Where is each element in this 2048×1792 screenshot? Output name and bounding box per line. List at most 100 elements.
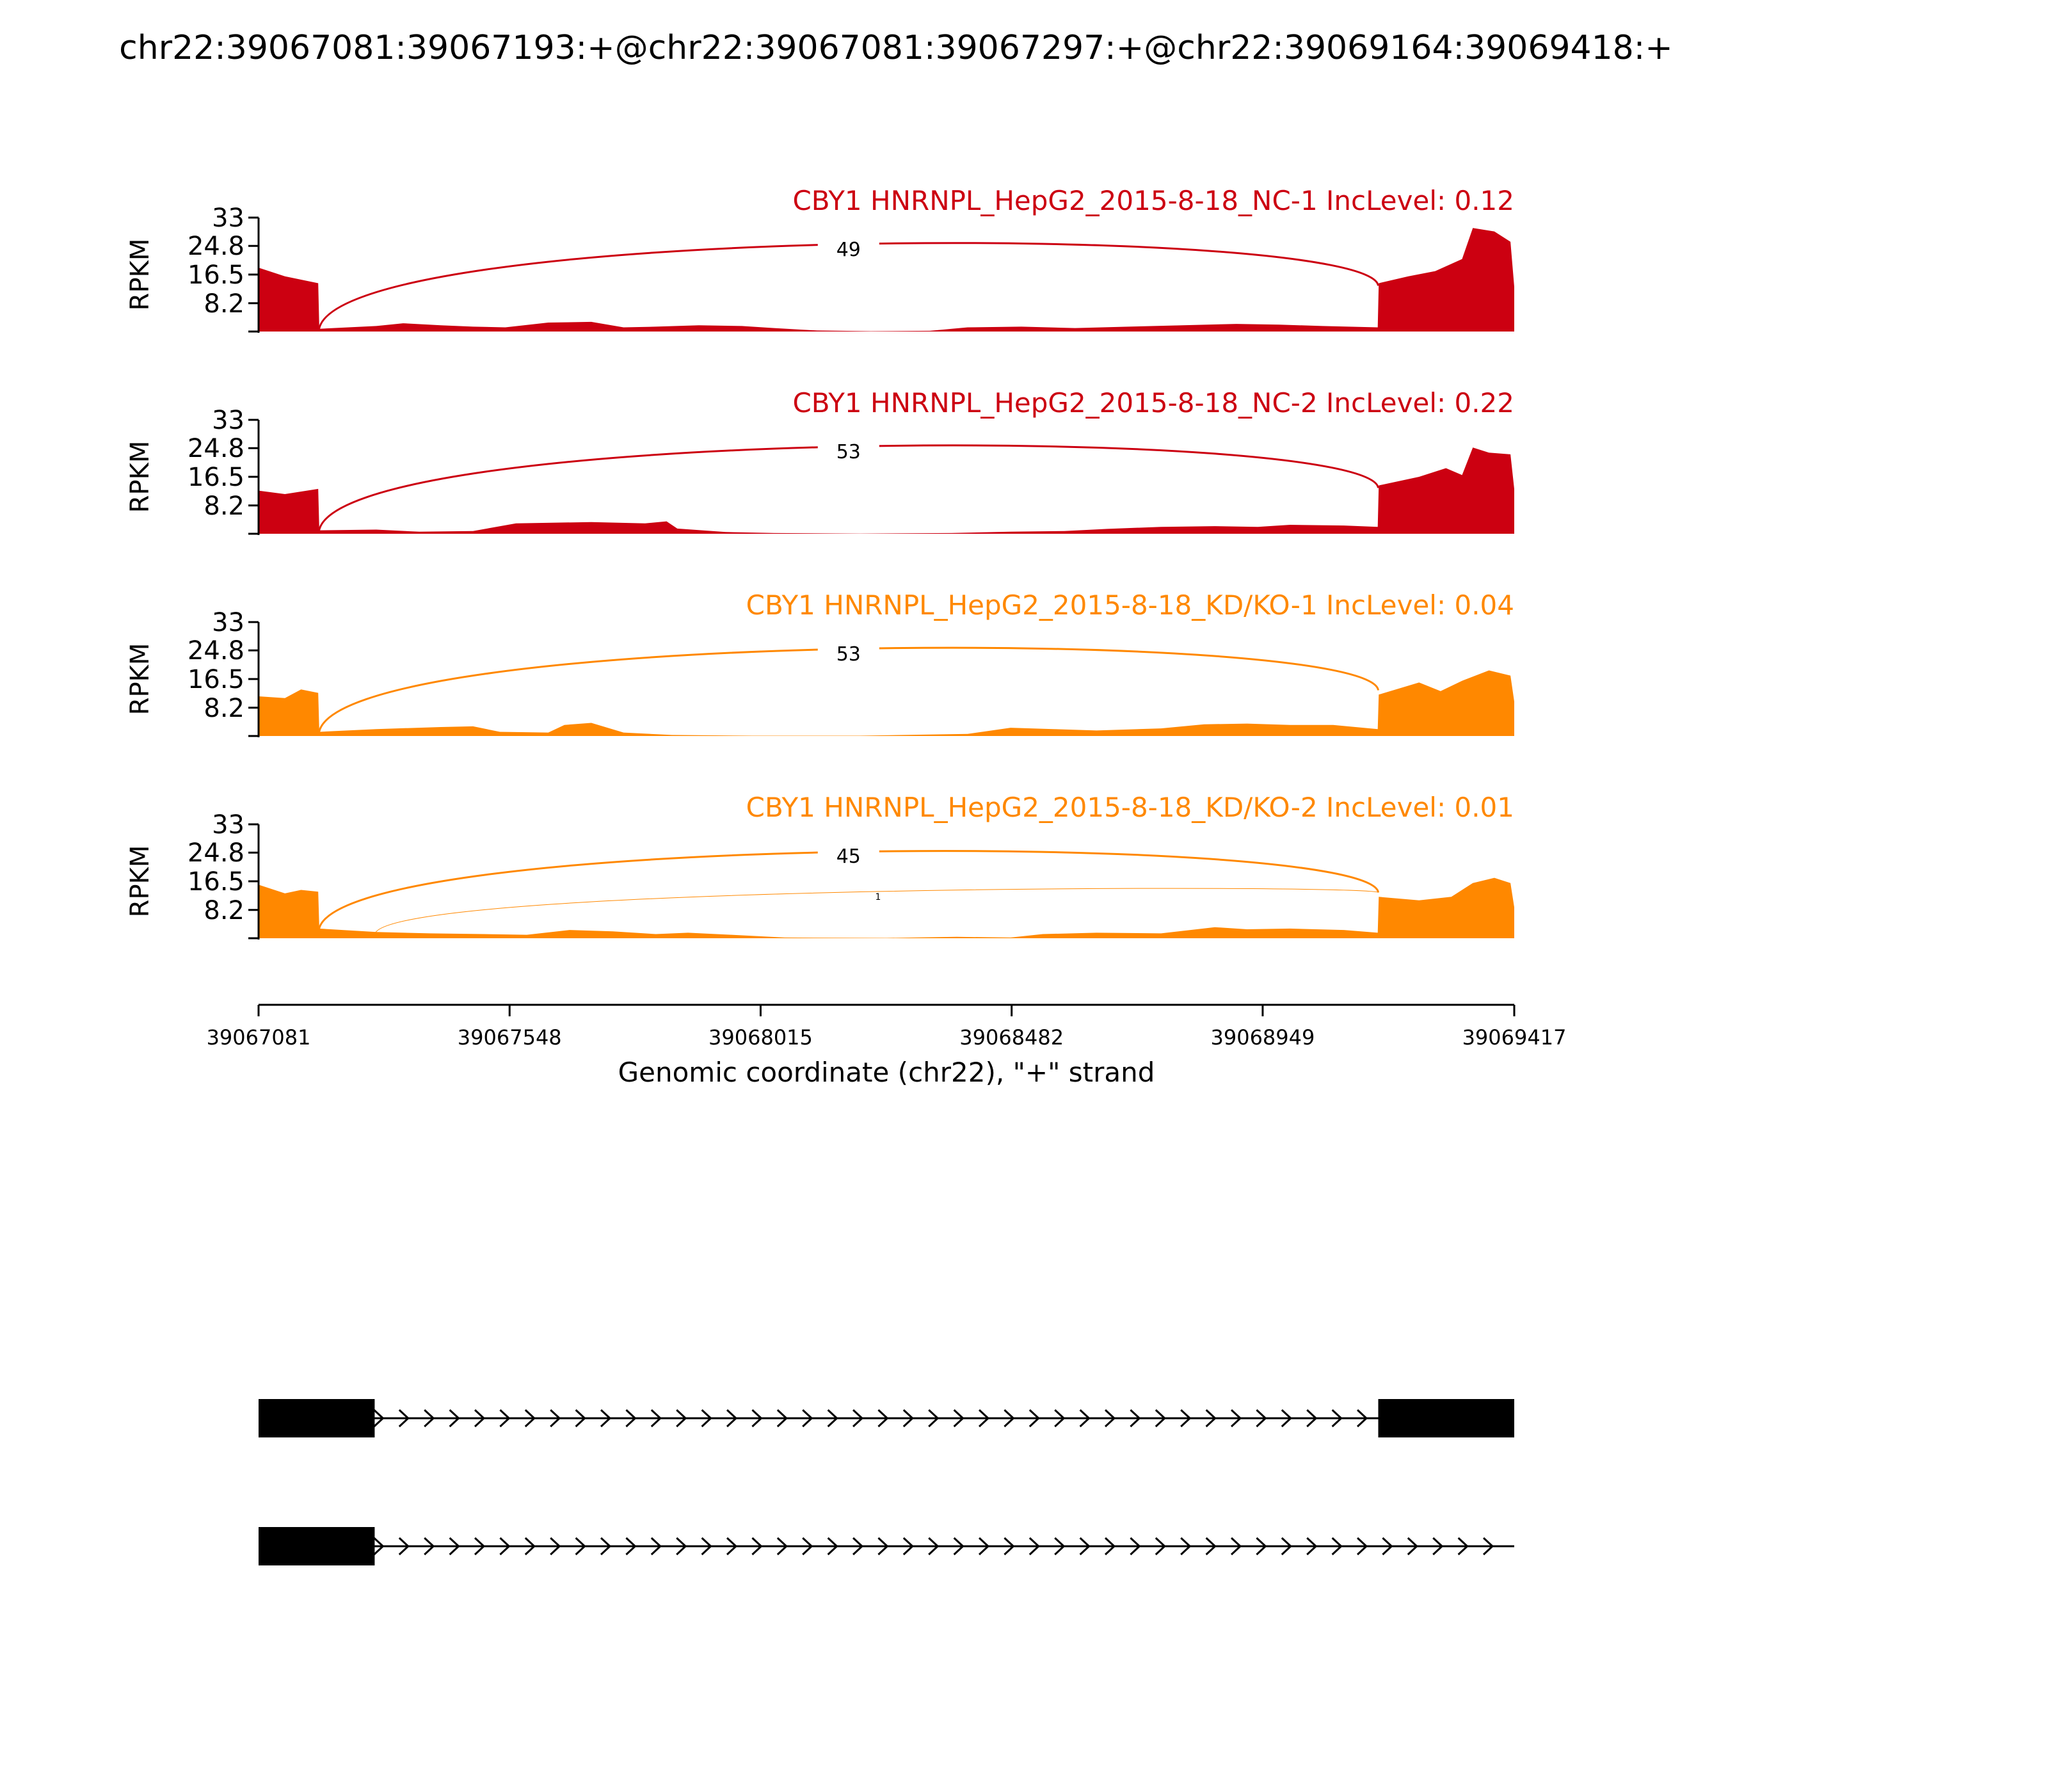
strand-arrow <box>1054 1409 1066 1428</box>
y-tick-label: 16.5 <box>188 260 244 290</box>
strand-arrow <box>398 1409 410 1428</box>
strand-arrow <box>1407 1537 1419 1556</box>
strand-arrow <box>928 1537 940 1556</box>
strand-arrow <box>978 1409 990 1428</box>
strand-arrow <box>575 1537 586 1556</box>
strand-arrow <box>751 1537 763 1556</box>
strand-arrow <box>1331 1537 1343 1556</box>
y-tick-label: 16.5 <box>188 867 244 897</box>
y-tick-label: 8.2 <box>204 289 244 319</box>
strand-arrow <box>701 1537 712 1556</box>
junction-count: 53 <box>836 441 861 463</box>
track-4: 8.216.524.833 RPKM CBY1 HNRNPL_HepG2_2015-… <box>125 792 1514 940</box>
y-tick-label: 16.5 <box>188 665 244 694</box>
strand-arrow <box>928 1409 940 1428</box>
strand-arrow <box>373 1409 385 1428</box>
coverage-area <box>259 447 1514 534</box>
strand-arrow <box>1028 1537 1041 1556</box>
strand-arrow <box>1356 1409 1368 1428</box>
track-2: 8.216.524.833 RPKM CBY1 HNRNPL_HepG2_2015-… <box>125 387 1514 535</box>
y-tick-label: 16.5 <box>188 463 244 492</box>
junction-label-bg <box>817 639 879 667</box>
strand-arrow <box>550 1409 561 1428</box>
strand-arrow <box>1155 1409 1167 1428</box>
coverage-area <box>259 228 1514 332</box>
y-tick-label: 8.2 <box>204 492 244 521</box>
strand-arrow <box>827 1537 838 1556</box>
x-tick-label: 39068015 <box>708 1025 813 1050</box>
strand-arrow <box>978 1537 990 1556</box>
junction-arc <box>374 888 1379 935</box>
x-axis: 39067081 39067548 39068015 39068482 39068949… <box>207 1004 1566 1088</box>
x-tick-label: 39067548 <box>458 1025 562 1050</box>
junction-count: 1 <box>876 892 881 902</box>
y-tick-label: 33 <box>212 608 244 637</box>
strand-arrow <box>524 1409 536 1428</box>
strand-arrow <box>499 1537 511 1556</box>
strand-arrow <box>802 1537 813 1556</box>
y-tick-label: 8.2 <box>204 896 244 925</box>
strand-arrow <box>1180 1409 1192 1428</box>
strand-arrow <box>1104 1409 1116 1428</box>
strand-arrow <box>751 1409 763 1428</box>
plot-title: chr22:39067081:39067193:+@chr22:39067081… <box>119 29 1673 67</box>
strand-arrow <box>802 1409 813 1428</box>
strand-arrow <box>852 1537 864 1556</box>
exon-block <box>259 1399 375 1437</box>
transcript-1 <box>259 1399 1514 1437</box>
x-tick-label: 39068949 <box>1210 1025 1315 1050</box>
strand-arrow <box>1180 1537 1192 1556</box>
strand-arrow <box>1281 1537 1293 1556</box>
strand-arrow <box>1457 1537 1469 1556</box>
junction-count: 49 <box>836 239 861 261</box>
strand-arrow <box>852 1409 864 1428</box>
strand-arrow <box>1230 1409 1242 1428</box>
y-axis-label: RPKM <box>125 643 155 716</box>
strand-arrow <box>1482 1537 1494 1556</box>
strand-arrow <box>650 1409 662 1428</box>
exon-block <box>1378 1399 1514 1437</box>
exon-block <box>259 1527 375 1565</box>
y-tick-label: 33 <box>212 810 244 840</box>
strand-arrow <box>1356 1537 1368 1556</box>
strand-arrow <box>524 1537 536 1556</box>
strand-arrow <box>1104 1537 1116 1556</box>
strand-arrow <box>676 1537 687 1556</box>
junction-count: 53 <box>836 643 861 666</box>
coverage-area <box>259 670 1514 736</box>
y-axis-label: RPKM <box>125 441 155 513</box>
strand-arrow <box>474 1537 486 1556</box>
sample-label: CBY1 HNRNPL_HepG2_2015-8-18_NC-1 IncLeve… <box>792 185 1514 216</box>
strand-arrow <box>625 1409 637 1428</box>
strand-arrow <box>1230 1537 1242 1556</box>
strand-arrow <box>1054 1537 1066 1556</box>
strand-arrow <box>424 1537 435 1556</box>
strand-arrow <box>449 1409 460 1428</box>
strand-arrow <box>1004 1409 1015 1428</box>
strand-arrow <box>499 1409 511 1428</box>
strand-arrow <box>474 1409 486 1428</box>
strand-arrow <box>676 1409 687 1428</box>
strand-arrow <box>1079 1537 1091 1556</box>
y-tick-label: 24.8 <box>188 838 244 868</box>
strand-arrow <box>1205 1537 1217 1556</box>
gene-model <box>259 1399 1514 1565</box>
strand-arrow <box>953 1409 964 1428</box>
strand-arrow <box>1256 1409 1267 1428</box>
strand-arrow <box>600 1409 612 1428</box>
y-tick-label: 33 <box>212 406 244 435</box>
sample-label: CBY1 HNRNPL_HepG2_2015-8-18_NC-2 IncLeve… <box>792 387 1514 419</box>
strand-arrow <box>1256 1537 1267 1556</box>
strand-arrow <box>1432 1537 1444 1556</box>
strand-arrow <box>424 1409 435 1428</box>
y-tick-label: 24.8 <box>188 434 244 463</box>
strand-arrow <box>1281 1409 1293 1428</box>
strand-arrow <box>902 1409 915 1428</box>
strand-arrow <box>449 1537 460 1556</box>
junction-label-bg <box>817 234 879 262</box>
strand-arrow <box>726 1409 738 1428</box>
strand-arrow <box>1004 1537 1015 1556</box>
x-axis-label: Genomic coordinate (chr22), "+" strand <box>618 1057 1155 1088</box>
